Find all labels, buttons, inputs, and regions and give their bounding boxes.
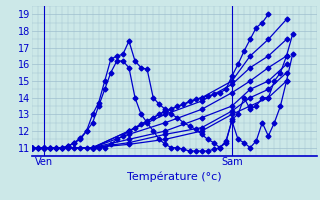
X-axis label: Température (°c): Température (°c)	[127, 172, 222, 182]
